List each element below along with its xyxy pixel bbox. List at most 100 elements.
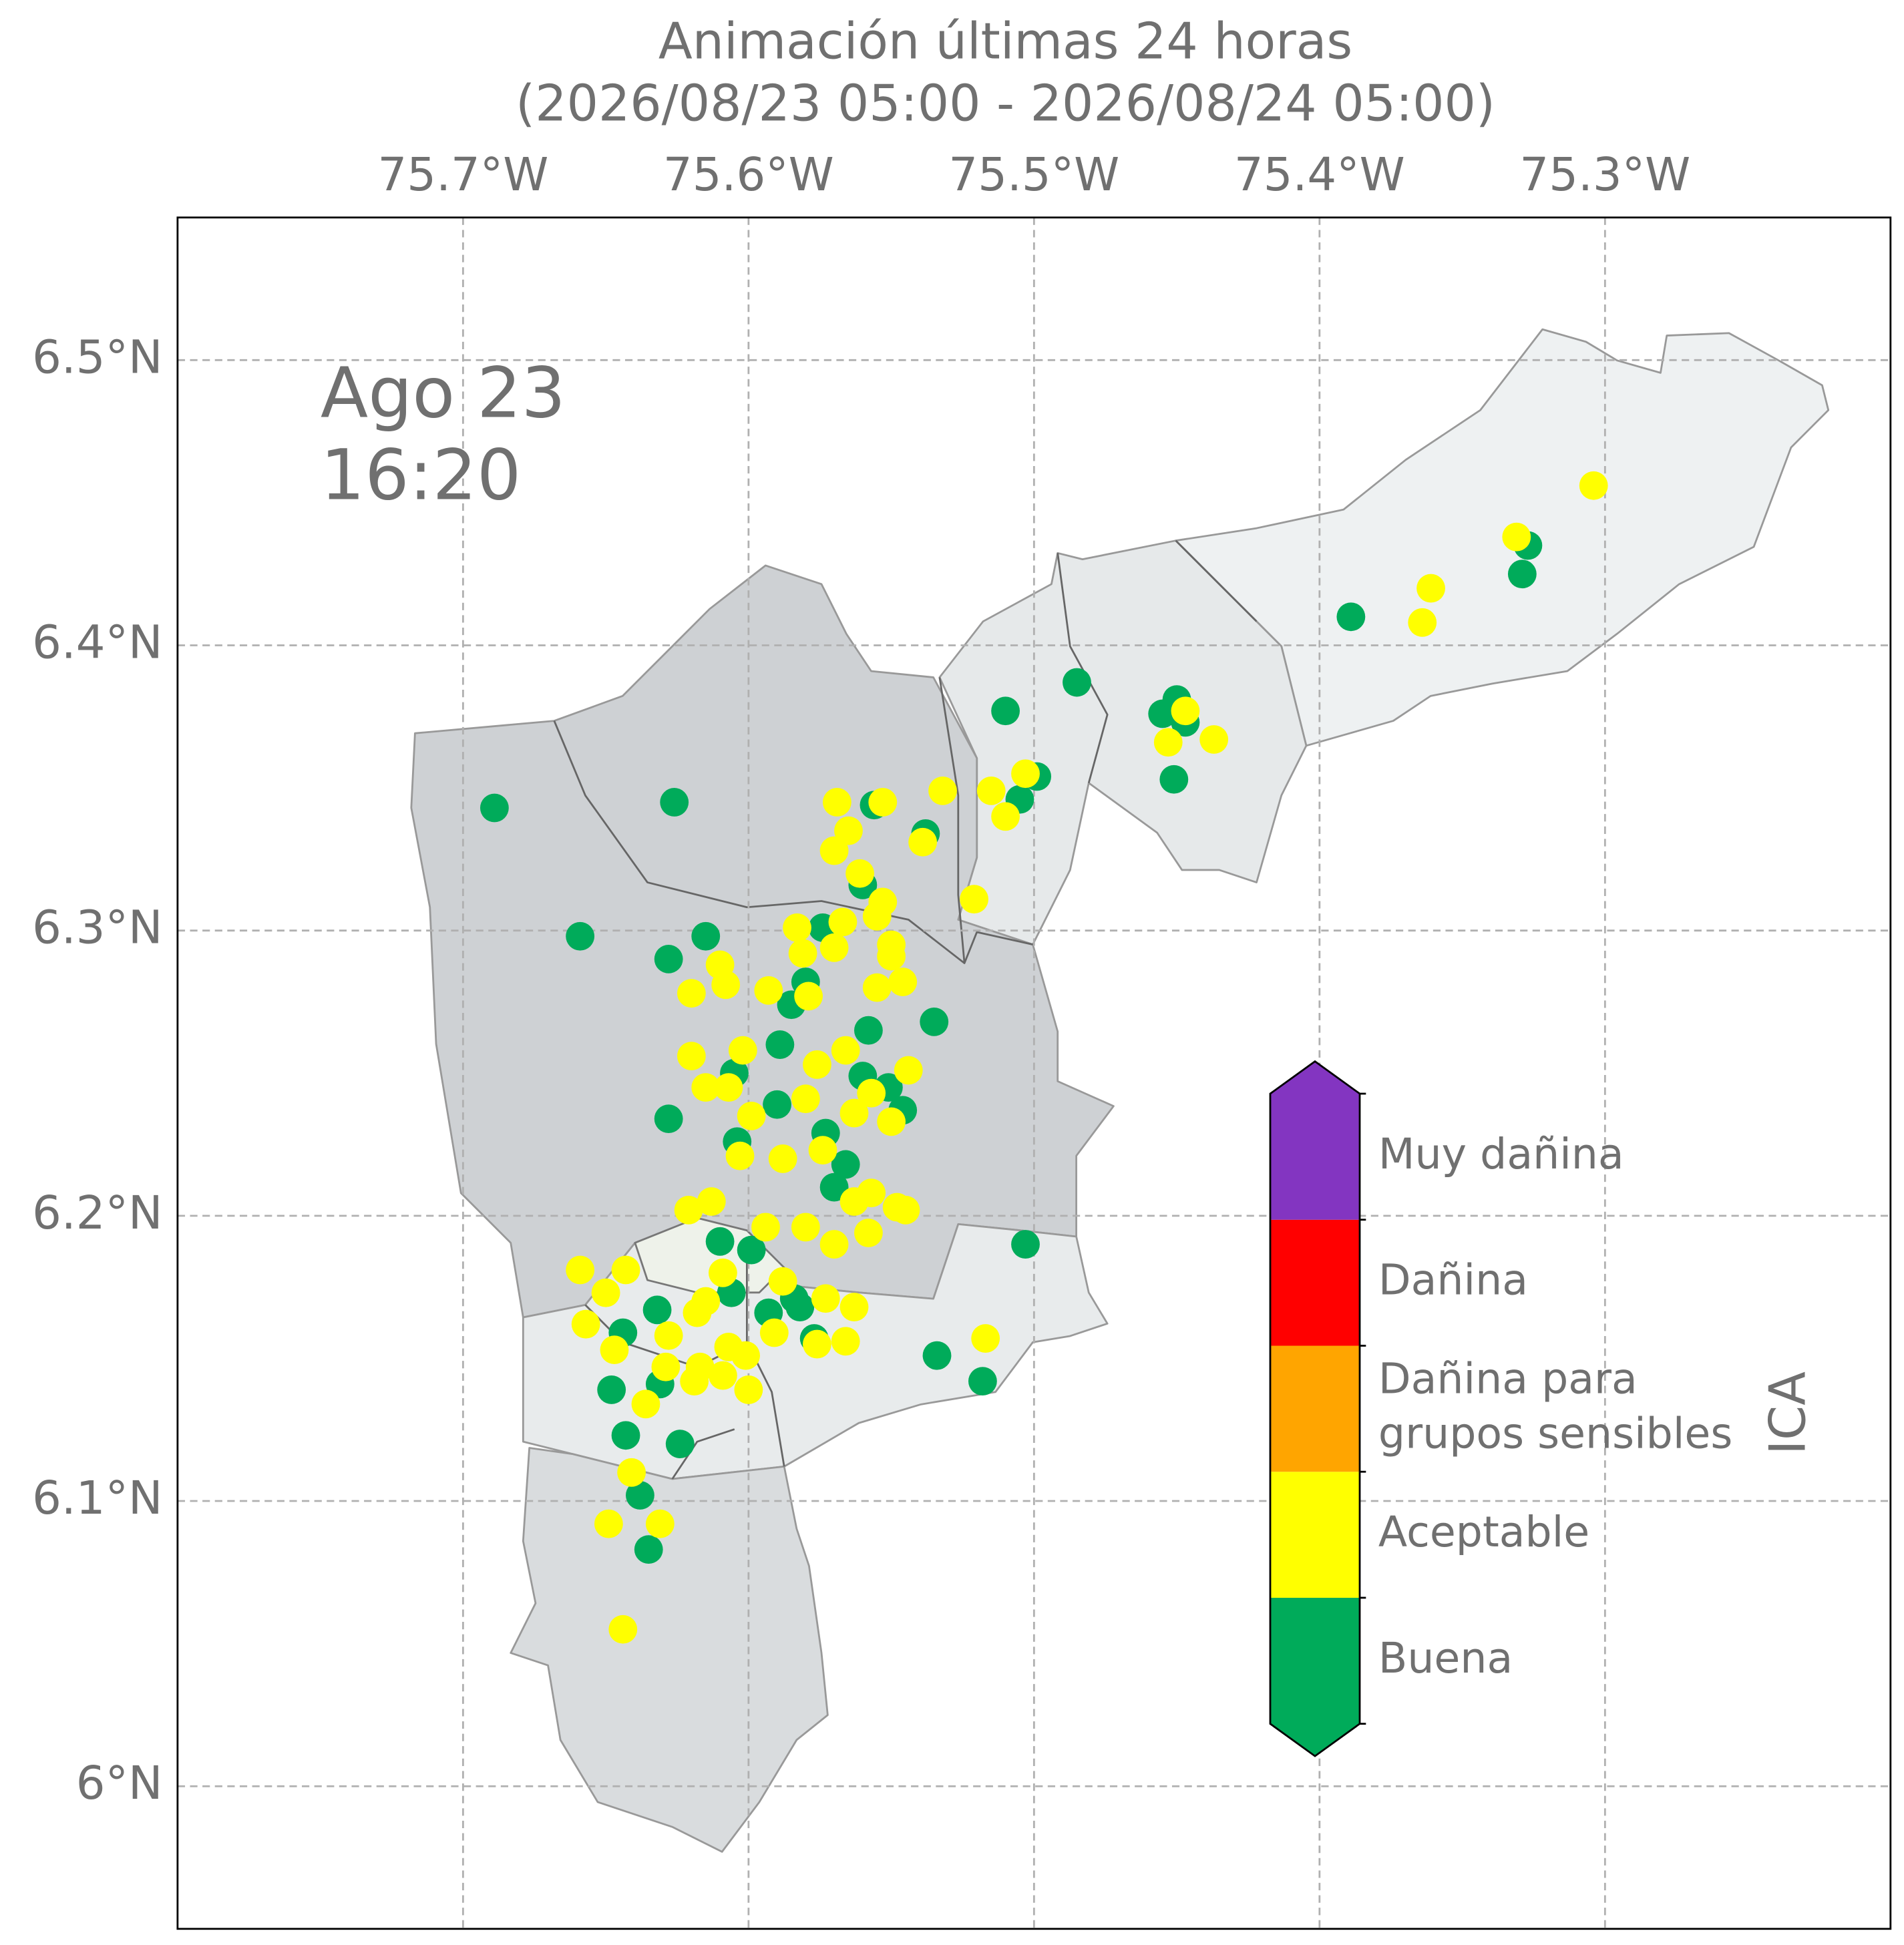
station-point: [697, 1187, 726, 1216]
station-point: [968, 1367, 997, 1396]
colorbar: [1269, 1060, 1366, 1757]
colorbar-outline: [1269, 1060, 1361, 1757]
station-point: [737, 1235, 766, 1265]
station-point: [611, 1255, 640, 1285]
municipalities: [410, 328, 1830, 1853]
station-point: [642, 1295, 672, 1325]
station-point: [1011, 759, 1040, 789]
station-point: [839, 1098, 869, 1128]
station-point: [991, 802, 1020, 831]
station-point: [728, 1036, 757, 1065]
station-point: [765, 1030, 795, 1059]
station-point: [660, 788, 689, 817]
station-point: [785, 1293, 815, 1321]
station-point: [828, 907, 858, 937]
station-point: [611, 1421, 640, 1450]
colorbar-tick-label: Buena: [1378, 1633, 1513, 1683]
colorbar-tick-label: grupos sensibles: [1378, 1408, 1732, 1458]
colorbar-segment: [1270, 1219, 1360, 1346]
station-point: [794, 982, 823, 1011]
station-point: [1336, 602, 1366, 632]
station-point: [751, 1213, 780, 1242]
y-tick-label: 6.2°N: [32, 1186, 162, 1240]
station-point: [1416, 574, 1445, 603]
station-point: [768, 1144, 797, 1173]
station-point: [617, 1458, 646, 1487]
station-point: [991, 696, 1020, 726]
x-tick-label: 75.4°W: [1234, 148, 1405, 202]
station-point: [680, 1367, 709, 1396]
station-point: [1507, 560, 1537, 589]
station-point: [803, 1050, 831, 1079]
station-point: [811, 1284, 840, 1313]
station-point: [626, 1481, 654, 1510]
x-tick-label: 75.7°W: [377, 148, 548, 202]
station-point: [645, 1509, 675, 1538]
station-point: [683, 1298, 712, 1327]
station-point: [677, 979, 706, 1008]
station-point: [808, 1136, 837, 1165]
y-tick-label: 6.5°N: [32, 331, 162, 384]
station-point: [674, 1195, 703, 1225]
station-point: [834, 816, 863, 845]
station-point: [691, 921, 721, 951]
station-point: [783, 913, 811, 942]
station-point: [845, 859, 874, 888]
station-point: [791, 1084, 820, 1114]
station-point: [711, 970, 741, 1000]
station-point: [725, 1141, 755, 1170]
station-point: [731, 1341, 760, 1370]
station-point: [566, 921, 595, 951]
station-point: [737, 1101, 766, 1130]
station-point: [877, 941, 906, 971]
colorbar-tick-label: Muy dañina: [1378, 1129, 1624, 1178]
station-point: [819, 933, 849, 962]
colorbar-segment: [1270, 1345, 1360, 1472]
station-point: [734, 1375, 763, 1404]
x-tick-label: 75.5°W: [948, 148, 1119, 202]
station-point: [831, 1036, 860, 1065]
station-point: [894, 1056, 923, 1085]
station-point: [1171, 696, 1200, 726]
station-point: [631, 1389, 660, 1419]
station-point: [960, 885, 988, 914]
station-point: [608, 1614, 638, 1644]
map-frame: [176, 216, 1892, 1930]
y-tick-label: 6.3°N: [32, 901, 162, 955]
station-point: [908, 827, 938, 857]
station-point: [708, 1361, 737, 1390]
station-point: [831, 1150, 860, 1179]
y-tick-label: 6.4°N: [32, 616, 162, 670]
station-point: [1153, 728, 1183, 757]
colorbar-label: ICA: [1758, 1371, 1817, 1455]
station-point: [928, 776, 957, 805]
title-line: Animación últimas 24 horas: [658, 13, 1352, 71]
station-point: [888, 967, 918, 996]
station-point: [819, 1230, 849, 1259]
station-point: [597, 1375, 626, 1404]
colorbar-tick-label: Aceptable: [1378, 1507, 1589, 1556]
station-point: [665, 1430, 695, 1459]
region: [1175, 328, 1830, 747]
region: [410, 564, 1115, 1319]
station-point: [763, 1090, 792, 1119]
station-point: [862, 901, 892, 931]
station-point: [791, 1213, 820, 1242]
station-point: [839, 1293, 869, 1321]
station-point: [1408, 608, 1437, 637]
station-point: [768, 1267, 797, 1296]
station-point: [594, 1509, 623, 1538]
station-point: [857, 1078, 886, 1108]
station-point: [634, 1535, 663, 1564]
station-point: [971, 1324, 1000, 1353]
station-point: [677, 1042, 706, 1071]
station-point: [754, 976, 783, 1005]
x-tick-label: 75.6°W: [663, 148, 834, 202]
station-point: [1063, 668, 1091, 697]
station-point: [705, 1227, 735, 1256]
station-point: [920, 1007, 949, 1036]
station-point: [976, 776, 1006, 805]
station-point: [868, 788, 898, 817]
station-point: [651, 1352, 681, 1381]
station-point: [803, 1329, 831, 1359]
